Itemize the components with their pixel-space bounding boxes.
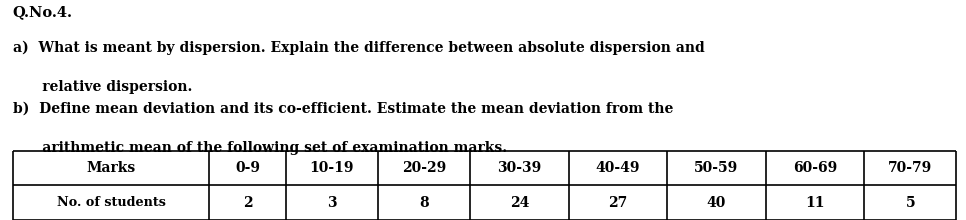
Text: No. of students: No. of students — [57, 196, 165, 209]
Text: 70-79: 70-79 — [888, 161, 932, 175]
Text: 30-39: 30-39 — [497, 161, 542, 175]
Text: 10-19: 10-19 — [310, 161, 355, 175]
Text: Q.No.4.: Q.No.4. — [13, 6, 72, 20]
Text: 20-29: 20-29 — [402, 161, 446, 175]
Text: 2: 2 — [242, 196, 252, 210]
Text: a)  What is meant by dispersion. Explain the difference between absolute dispers: a) What is meant by dispersion. Explain … — [13, 41, 704, 55]
Text: 60-69: 60-69 — [793, 161, 837, 175]
Text: 24: 24 — [510, 196, 529, 210]
Text: 40: 40 — [707, 196, 726, 210]
Text: relative dispersion.: relative dispersion. — [13, 80, 192, 94]
Text: 40-49: 40-49 — [596, 161, 640, 175]
Text: 8: 8 — [419, 196, 429, 210]
Text: 0-9: 0-9 — [235, 161, 260, 175]
Text: 11: 11 — [805, 196, 825, 210]
Text: Marks: Marks — [86, 161, 135, 175]
Text: arithmetic mean of the following set of examination marks.: arithmetic mean of the following set of … — [13, 141, 507, 155]
Text: 27: 27 — [609, 196, 628, 210]
Text: 3: 3 — [327, 196, 337, 210]
Text: 50-59: 50-59 — [695, 161, 739, 175]
Text: b)  Define mean deviation and its co-efficient. Estimate the mean deviation from: b) Define mean deviation and its co-effi… — [13, 101, 673, 115]
Text: 5: 5 — [905, 196, 915, 210]
